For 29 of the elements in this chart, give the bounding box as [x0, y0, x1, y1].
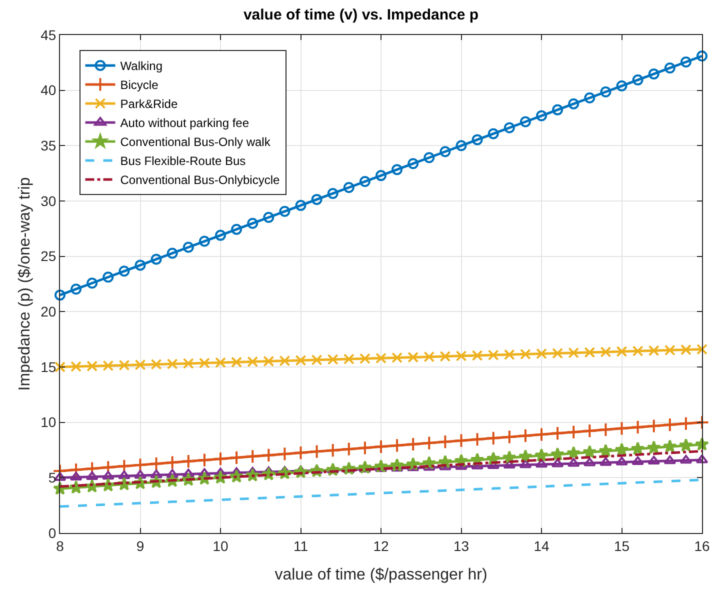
legend-label: Bicycle	[120, 78, 159, 92]
y-tick-label: 25	[40, 248, 56, 264]
legend-label: Park&Ride	[120, 97, 178, 112]
x-tick-label: 13	[453, 538, 470, 554]
x-tick-label: 15	[614, 538, 630, 554]
y-tick-label: 40	[40, 82, 56, 98]
x-tick-label: 10	[212, 538, 228, 554]
y-axis-title: Impedance (p) ($/one-way trip	[16, 177, 34, 391]
y-tick-label: 45	[40, 26, 56, 43]
y-tick-label: 15	[40, 358, 56, 375]
chart-title: value of time (v) vs. Impedance p	[243, 6, 479, 24]
x-tick-label: 9	[136, 538, 144, 554]
x-tick-label: 16	[694, 538, 710, 554]
legend-label: Conventional Bus-Onlybicycle	[120, 173, 280, 188]
y-tick-label: 0	[48, 524, 56, 541]
legend-label: Auto without parking fee	[120, 116, 250, 130]
y-tick-label: 10	[40, 414, 56, 430]
x-tick-label: 14	[534, 538, 550, 554]
x-axis-title: value of time ($/passenger hr)	[274, 566, 488, 584]
legend-label: Walking	[120, 59, 162, 74]
x-tick-label: 12	[373, 538, 389, 554]
x-tick-label: 11	[293, 538, 308, 554]
x-tick-label: 8	[56, 538, 64, 554]
y-tick-label: 30	[40, 192, 56, 209]
y-tick-label: 5	[48, 470, 56, 486]
legend-label: Bus Flexible-Route Bus	[120, 154, 246, 168]
y-tick-label: 35	[40, 138, 56, 154]
legend-label: Conventional Bus-Only walk	[120, 135, 272, 150]
y-tick-label: 20	[40, 304, 56, 320]
